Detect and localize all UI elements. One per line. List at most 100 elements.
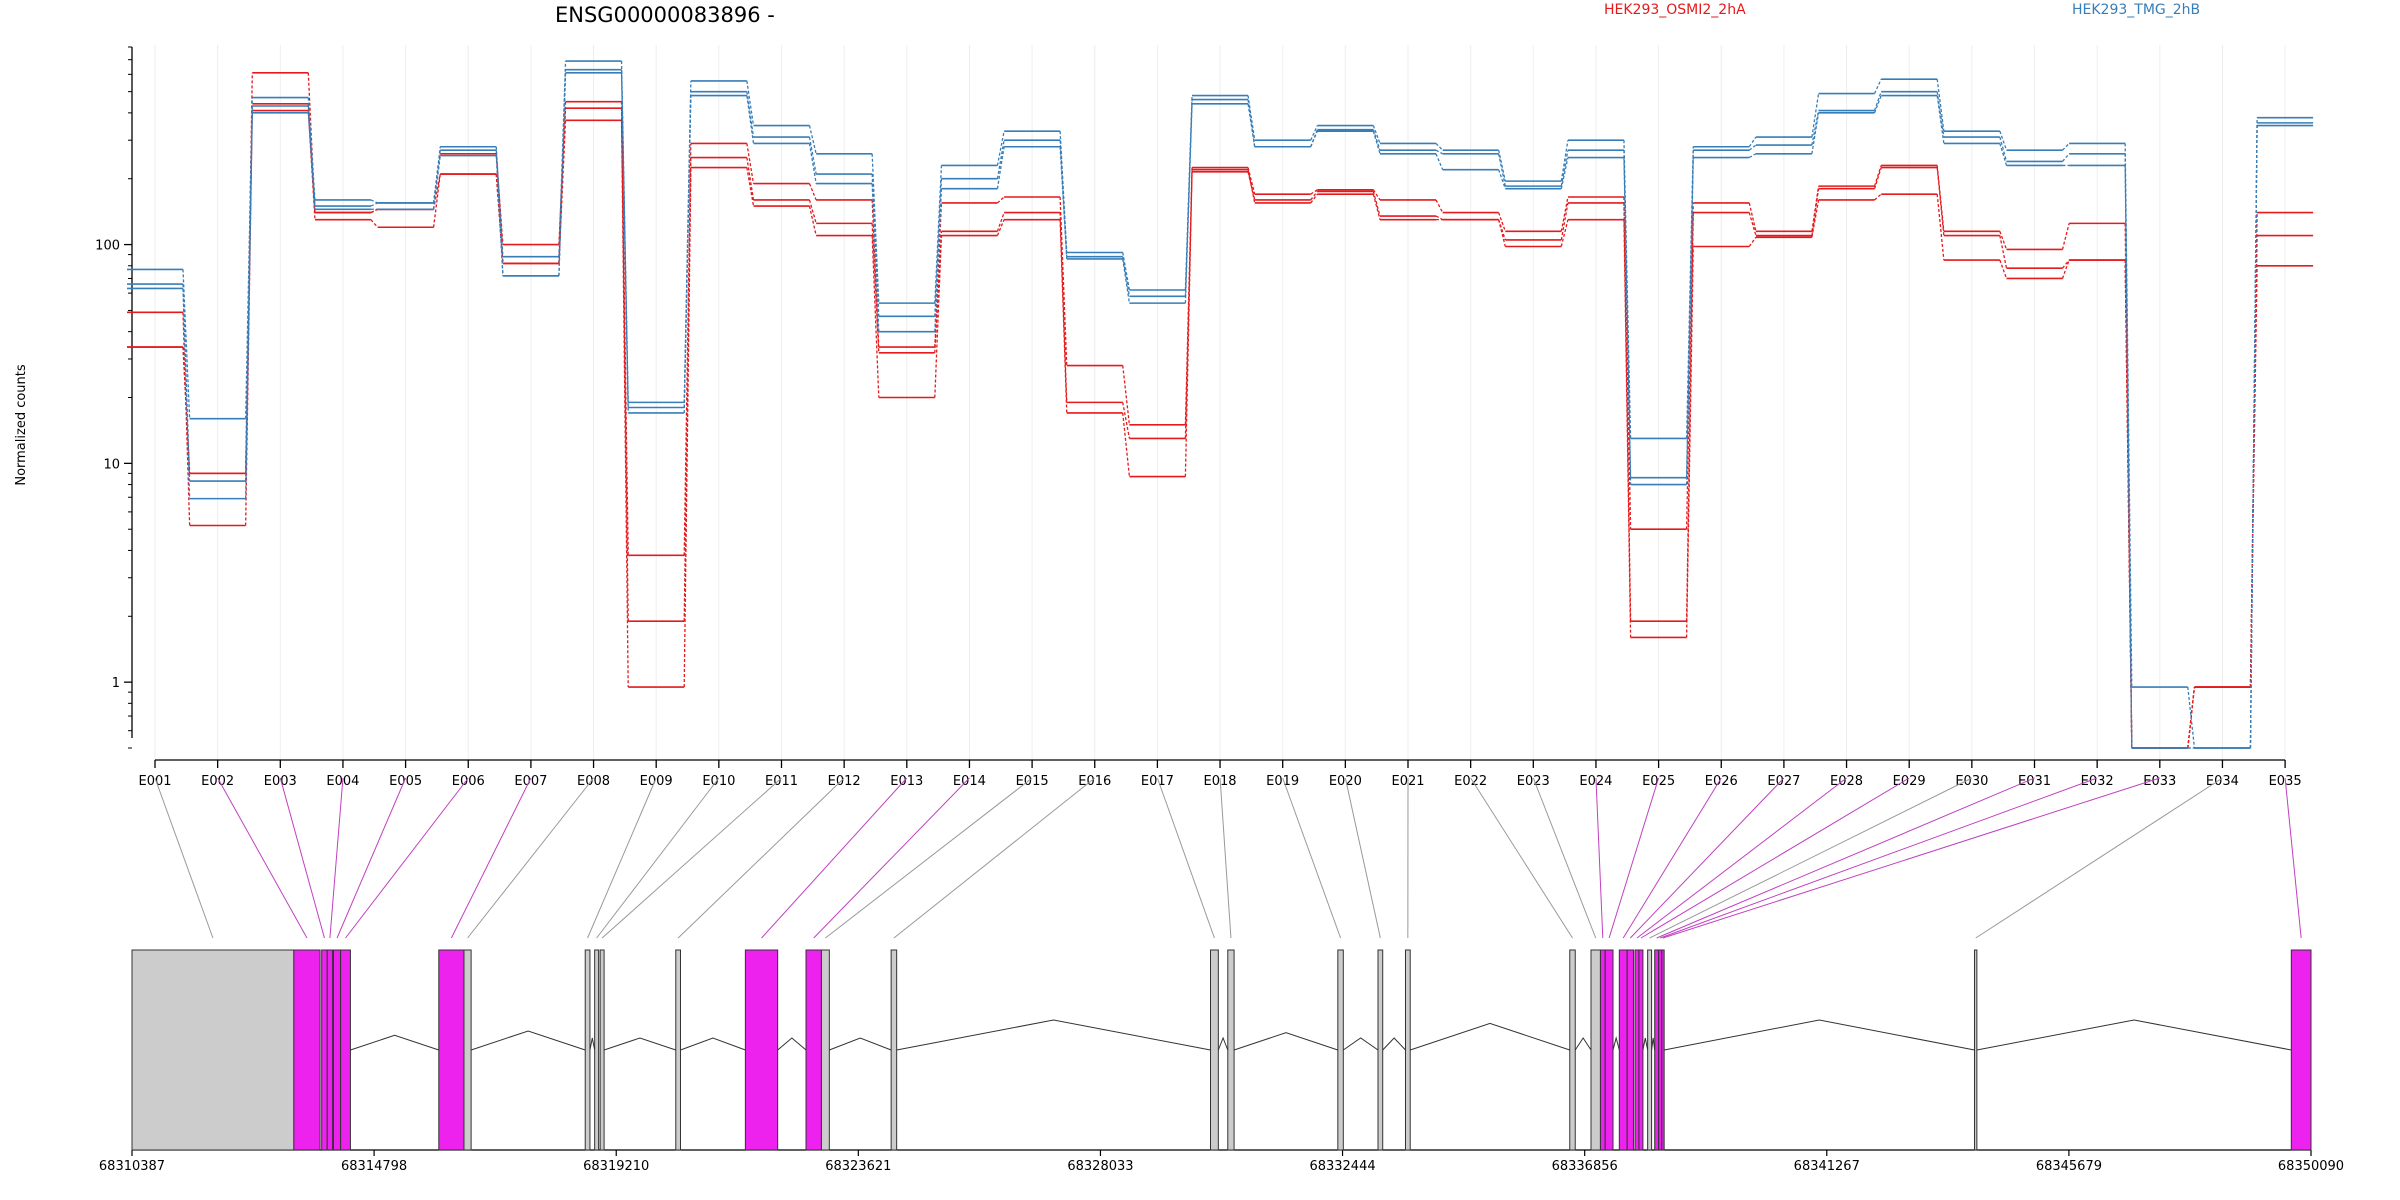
x-tick-label-e014: E014 [953, 774, 986, 789]
connector-e008 [467, 777, 594, 939]
data-transition [1936, 91, 1945, 138]
x-tick-label-e020: E020 [1329, 774, 1362, 789]
intron-line [1382, 1037, 1406, 1051]
y-tick-label: 10 [103, 457, 120, 472]
data-transition [1999, 235, 2008, 269]
connector-e006 [345, 777, 469, 939]
data-transition [1122, 365, 1131, 425]
connector-e017 [1156, 777, 1215, 939]
data-transition [1748, 153, 1757, 159]
exon-box-e015 [820, 949, 830, 1151]
connector-e025 [1608, 777, 1660, 939]
exon-connectors [154, 777, 2302, 939]
data-transition [432, 155, 441, 210]
data-transition [808, 183, 817, 201]
connector-e033 [1662, 777, 2160, 939]
exon-box-e026 [1618, 949, 1628, 1151]
data-transition [1748, 202, 1757, 232]
data-transition [2062, 142, 2070, 151]
data-transition [746, 95, 755, 144]
x-tick-label-e031: E031 [2018, 774, 2051, 789]
intron-line [350, 1034, 439, 1051]
intron-line [1651, 1037, 1656, 1051]
x-tick-label-e027: E027 [1767, 774, 1800, 789]
data-transition [1685, 150, 1694, 478]
chart-title: ENSG00000083896 - [555, 3, 775, 27]
x-tick-label-e034: E034 [2206, 774, 2239, 789]
data-transition [1685, 246, 1694, 638]
exon-box-e014 [805, 949, 822, 1151]
data-transition [1310, 191, 1318, 201]
data-transition [1498, 150, 1506, 182]
connector-e010 [596, 777, 720, 939]
data-transition [871, 223, 880, 353]
data-transition [1372, 189, 1381, 201]
data-transition [1435, 199, 1444, 213]
data-transition [683, 91, 692, 408]
data-transition [746, 157, 755, 201]
data-transition [1873, 95, 1882, 114]
data-transition [1811, 188, 1820, 236]
data-transition [1372, 193, 1381, 220]
data-transition [2187, 686, 2196, 749]
data-transition [2061, 223, 2070, 250]
connector-e026 [1622, 777, 1722, 939]
exon-box-e002 [293, 949, 321, 1151]
exon-box-e007 [438, 949, 465, 1151]
x-tick-label-e006: E006 [452, 774, 485, 789]
intron-line [1574, 1037, 1592, 1051]
x-tick-label-e009: E009 [640, 774, 673, 789]
data-transition [808, 205, 817, 236]
plot-series [127, 60, 2314, 749]
x-tick-label-e022: E022 [1454, 774, 1487, 789]
connector-e005 [336, 777, 407, 939]
exon-box-e035 [2290, 949, 2312, 1151]
x-tick-label-e032: E032 [2081, 774, 2114, 789]
data-transition [307, 110, 316, 220]
data-transition [1999, 143, 2008, 166]
x-tick-label-e030: E030 [1955, 774, 1988, 789]
data-transition [1059, 212, 1068, 403]
intron-line [896, 1019, 1211, 1051]
exon-box-e018 [1227, 949, 1235, 1151]
connector-e009 [587, 777, 657, 939]
x-tick-label-e019: E019 [1266, 774, 1299, 789]
data-transition [1936, 165, 1945, 232]
exon-box-e024 [1599, 949, 1606, 1151]
intron-line [1642, 1037, 1649, 1051]
data-transition [996, 219, 1005, 236]
data-transition [1873, 91, 1882, 111]
data-transition [746, 143, 755, 184]
data-transition [2124, 165, 2133, 749]
connector-e014 [813, 777, 970, 939]
data-transition [1498, 169, 1506, 189]
x-tick-label-e001: E001 [138, 774, 171, 789]
data-transition [1623, 157, 1632, 485]
data-transition [1999, 130, 2008, 151]
data-transition [1122, 258, 1131, 304]
x-tick-label-e011: E011 [765, 774, 798, 789]
connector-e003 [279, 777, 325, 939]
exon-box-e006 [340, 949, 351, 1151]
data-transition [1247, 169, 1256, 204]
series-6 [127, 71, 2314, 749]
data-transition [182, 312, 191, 526]
data-transition [1685, 202, 1694, 530]
connector-e022 [1470, 777, 1573, 939]
exon-box-e028 [1634, 949, 1640, 1151]
intron-line [1233, 1032, 1338, 1051]
data-transition [934, 178, 943, 317]
data-transition [746, 91, 755, 138]
data-transition [1310, 130, 1318, 148]
x-tick-label-e028: E028 [1830, 774, 1863, 789]
exon-box-e010 [594, 949, 600, 1151]
x-tick-label-e029: E029 [1893, 774, 1926, 789]
x-tick-label-e033: E033 [2143, 774, 2176, 789]
data-transition [1936, 194, 1945, 261]
intron-line [603, 1037, 676, 1051]
data-transition [1184, 99, 1193, 297]
intron-line [777, 1037, 807, 1051]
x-tick-label-e023: E023 [1517, 774, 1550, 789]
data-transition [2061, 259, 2070, 269]
data-transition [1435, 153, 1444, 170]
